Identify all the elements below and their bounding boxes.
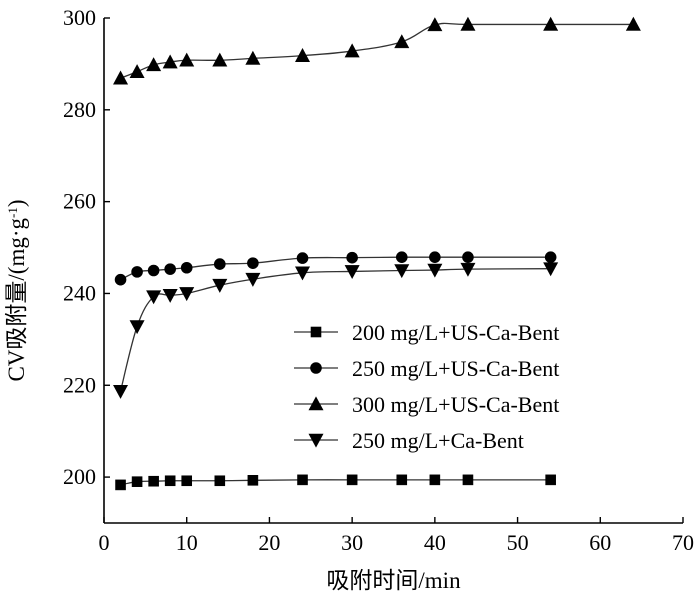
data-point: [146, 57, 162, 72]
data-point: [346, 474, 358, 486]
data-point: [179, 287, 195, 302]
y-ticks: 200 220 240 260 280 300: [63, 5, 110, 489]
legend-item: 250 mg/L+US-Ca-Bent: [294, 356, 559, 381]
y-tick-label: 200: [63, 464, 96, 489]
data-point: [148, 475, 159, 487]
y-tick-label: 260: [63, 189, 96, 214]
series-1: [115, 474, 556, 491]
data-point: [429, 251, 441, 263]
x-tick-label: 60: [589, 530, 611, 555]
data-point: [460, 262, 476, 277]
data-point: [295, 48, 311, 62]
legend-marker: [308, 433, 324, 448]
data-point: [344, 265, 360, 280]
data-point: [462, 474, 474, 486]
data-point: [462, 251, 474, 263]
y-tick-label: 220: [63, 372, 96, 397]
data-point: [245, 50, 261, 65]
x-tick-label: 10: [176, 530, 198, 555]
data-point: [396, 474, 408, 486]
data-point: [162, 288, 178, 303]
data-point: [545, 474, 556, 486]
data-point: [180, 261, 193, 274]
data-point: [544, 251, 557, 263]
data-point: [212, 278, 228, 293]
data-point: [394, 34, 410, 49]
y-axis-title-close: ): [4, 199, 29, 207]
y-tick-label: 280: [63, 97, 96, 122]
data-point: [297, 474, 308, 486]
series-2: [114, 251, 557, 286]
legend-marker: [308, 396, 324, 411]
legend-marker: [310, 362, 322, 374]
data-point: [131, 266, 143, 278]
data-point: [115, 479, 126, 491]
data-point: [247, 257, 259, 269]
data-point: [113, 384, 129, 399]
y-axis-title: CV吸附量/(mg·g-1): [4, 199, 29, 381]
x-tick-label: 40: [424, 530, 446, 555]
x-tick-label: 70: [672, 530, 694, 555]
data-point: [427, 263, 443, 278]
data-point: [296, 252, 309, 264]
legend-label: 250 mg/L+US-Ca-Bent: [352, 356, 559, 381]
x-tick-label: 20: [258, 530, 280, 555]
series-4: [113, 262, 559, 399]
data-point: [427, 17, 443, 32]
y-tick-label: 240: [63, 280, 96, 305]
data-point: [214, 258, 226, 270]
data-point: [394, 264, 410, 279]
series-3: [113, 16, 641, 85]
data-point: [147, 264, 160, 277]
legend: 200 mg/L+US-Ca-Bent 250 mg/L+US-Ca-Bent 30…: [294, 320, 559, 453]
data-point: [146, 290, 162, 305]
data-point: [162, 54, 178, 69]
legend-item: 300 mg/L+US-Ca-Bent: [294, 392, 559, 417]
series-line: [120, 22, 634, 79]
y-axis-title-main: CV吸附量/(mg·g: [4, 217, 29, 381]
data-point: [179, 52, 195, 67]
data-point: [295, 266, 311, 281]
x-tick-label: 30: [341, 530, 363, 555]
data-point: [214, 475, 226, 487]
data-point: [113, 70, 129, 85]
series-layer: [113, 16, 641, 491]
legend-item: 250 mg/L+Ca-Bent: [294, 428, 524, 453]
data-point: [181, 475, 193, 487]
data-point: [245, 272, 261, 287]
x-tick-label: 0: [99, 530, 110, 555]
data-point: [395, 251, 408, 263]
data-point: [460, 16, 476, 31]
data-point: [212, 52, 228, 67]
axes: [103, 18, 683, 524]
legend-label: 300 mg/L+US-Ca-Bent: [352, 392, 559, 417]
data-point: [164, 475, 176, 487]
data-point: [429, 474, 441, 486]
data-point: [129, 64, 145, 79]
x-tick-label: 50: [507, 530, 529, 555]
legend-label: 250 mg/L+Ca-Bent: [352, 428, 524, 453]
data-point: [164, 263, 176, 275]
y-tick-label: 300: [63, 5, 96, 30]
legend-label: 200 mg/L+US-Ca-Bent: [352, 320, 559, 345]
legend-marker: [310, 326, 322, 338]
data-point: [543, 16, 559, 31]
data-point: [247, 475, 259, 486]
data-point: [344, 43, 360, 58]
data-point: [114, 273, 127, 286]
legend-item: 200 mg/L+US-Ca-Bent: [294, 320, 559, 345]
data-point: [129, 320, 145, 335]
data-point: [625, 16, 641, 31]
data-point: [131, 476, 143, 487]
y-axis-title-superscript: -1: [5, 207, 20, 218]
x-axis-title: 吸附时间/min: [326, 568, 461, 593]
data-point: [543, 262, 559, 277]
x-ticks: 0 10 20 30 40 50 60 70: [99, 517, 694, 555]
data-point: [346, 251, 358, 264]
